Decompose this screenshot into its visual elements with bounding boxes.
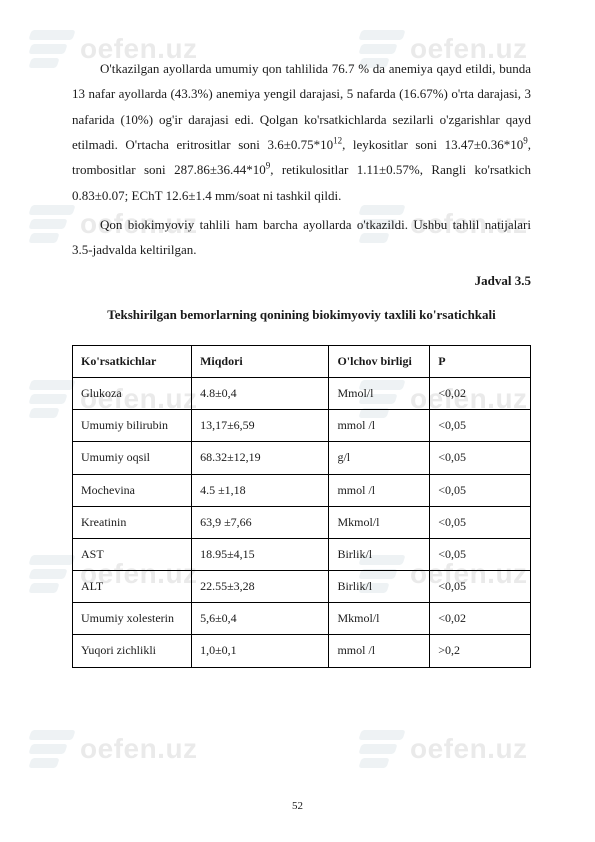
- table-row: Kreatinin63,9 ±7,66Mkmol/l<0,05: [73, 506, 531, 538]
- table-cell: AST: [73, 538, 192, 570]
- table-cell: <0,05: [430, 506, 531, 538]
- table-cell: Mmol/l: [329, 377, 430, 409]
- table-cell: mmol /l: [329, 474, 430, 506]
- table-cell: Umumiy oqsil: [73, 442, 192, 474]
- table-cell: mmol /l: [329, 410, 430, 442]
- table-body: Glukoza4.8±0,4Mmol/l<0,02Umumiy bilirubi…: [73, 377, 531, 667]
- table-cell: 1,0±0,1: [192, 635, 329, 667]
- table-cell: <0,05: [430, 410, 531, 442]
- paragraph-1: O'tkazilgan ayollarda umumiy qon tahlili…: [72, 56, 531, 208]
- page-content: O'tkazilgan ayollarda umumiy qon tahlili…: [0, 0, 595, 668]
- table-cell: 4.8±0,4: [192, 377, 329, 409]
- table-cell: 4.5 ±1,18: [192, 474, 329, 506]
- table-row: Umumiy xolesterin5,6±0,4Mkmol/l<0,02: [73, 603, 531, 635]
- table-cell: Mkmol/l: [329, 506, 430, 538]
- table-cell: Yuqori zichlikli: [73, 635, 192, 667]
- table-cell: 13,17±6,59: [192, 410, 329, 442]
- table-cell: 22.55±3,28: [192, 571, 329, 603]
- table-cell: Kreatinin: [73, 506, 192, 538]
- table-cell: <0,02: [430, 603, 531, 635]
- table-cell: <0,05: [430, 442, 531, 474]
- table-cell: <0,05: [430, 538, 531, 570]
- table-row: Umumiy bilirubin13,17±6,59mmol /l<0,05: [73, 410, 531, 442]
- table-cell: <0,05: [430, 474, 531, 506]
- watermark-text: oefen.uz: [410, 733, 528, 765]
- table-number-label: Jadval 3.5: [72, 273, 531, 289]
- table-header-cell: Miqdori: [192, 345, 329, 377]
- table-cell: Mkmol/l: [329, 603, 430, 635]
- table-cell: <0,05: [430, 571, 531, 603]
- table-header-cell: P: [430, 345, 531, 377]
- table-cell: Umumiy xolesterin: [73, 603, 192, 635]
- table-header-row: Ko'rsatkichlarMiqdoriO'lchov birligiP: [73, 345, 531, 377]
- table-row: Yuqori zichlikli1,0±0,1mmol /l>0,2: [73, 635, 531, 667]
- watermark-logo-icon: [30, 730, 74, 768]
- table-cell: g/l: [329, 442, 430, 474]
- table-row: Umumiy oqsil68.32±12,19g/l<0,05: [73, 442, 531, 474]
- watermark-unit: oefen.uz: [360, 730, 528, 768]
- table-cell: ALT: [73, 571, 192, 603]
- table-cell: 18.95±4,15: [192, 538, 329, 570]
- table-cell: 5,6±0,4: [192, 603, 329, 635]
- table-cell: 68.32±12,19: [192, 442, 329, 474]
- table-row: Mochevina4.5 ±1,18mmol /l<0,05: [73, 474, 531, 506]
- paragraph-2: Qon biokimyoviy tahlili ham barcha ayoll…: [72, 212, 531, 263]
- biochem-table: Ko'rsatkichlarMiqdoriO'lchov birligiP Gl…: [72, 345, 531, 668]
- table-cell: Birlik/l: [329, 538, 430, 570]
- table-row: AST18.95±4,15Birlik/l<0,05: [73, 538, 531, 570]
- table-cell: Mochevina: [73, 474, 192, 506]
- watermark-unit: oefen.uz: [30, 730, 198, 768]
- table-cell: Birlik/l: [329, 571, 430, 603]
- table-cell: Glukoza: [73, 377, 192, 409]
- table-cell: 63,9 ±7,66: [192, 506, 329, 538]
- table-header-cell: Ko'rsatkichlar: [73, 345, 192, 377]
- table-header-cell: O'lchov birligi: [329, 345, 430, 377]
- watermark-logo-icon: [360, 730, 404, 768]
- table-cell: >0,2: [430, 635, 531, 667]
- watermark-text: oefen.uz: [80, 733, 198, 765]
- table-cell: Umumiy bilirubin: [73, 410, 192, 442]
- table-row: ALT22.55±3,28Birlik/l<0,05: [73, 571, 531, 603]
- table-cell: <0,02: [430, 377, 531, 409]
- table-row: Glukoza4.8±0,4Mmol/l<0,02: [73, 377, 531, 409]
- table-title: Tekshirilgan bemorlarning qonining bioki…: [72, 307, 531, 323]
- page-number: 52: [0, 800, 595, 812]
- table-cell: mmol /l: [329, 635, 430, 667]
